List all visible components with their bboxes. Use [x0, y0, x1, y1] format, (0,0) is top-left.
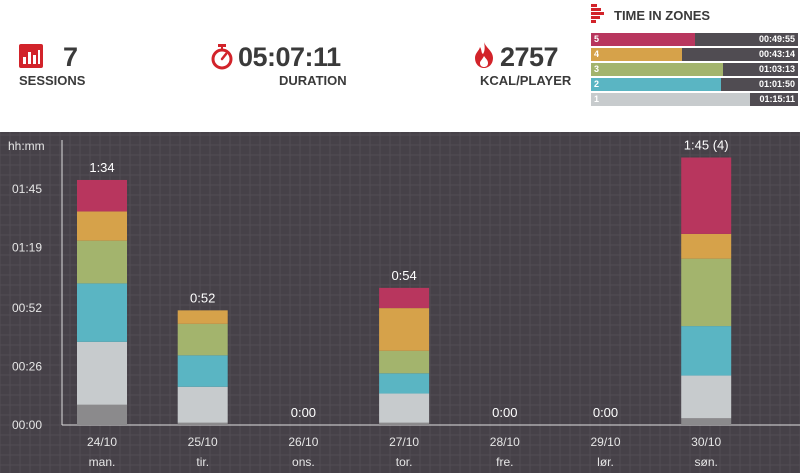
- zone-number: 4: [594, 49, 600, 59]
- x-tick-date: 24/10: [87, 435, 117, 449]
- bar-segment-zone-0: [681, 418, 732, 425]
- x-tick-day: tir.: [196, 455, 209, 469]
- bar-segment-zone-5: [681, 157, 732, 234]
- x-tick-day: man.: [89, 455, 116, 469]
- bar-segment-zone-2: [379, 373, 430, 394]
- bar-total-label: 0:00: [593, 405, 618, 420]
- bar-segment-zone-1: [77, 341, 127, 405]
- x-tick-day: søn.: [695, 455, 718, 469]
- x-tick-day: fre.: [496, 455, 513, 469]
- bar-segment-zone-3: [177, 323, 228, 356]
- x-tick-date: 28/10: [490, 435, 520, 449]
- x-tick-date: 27/10: [389, 435, 419, 449]
- zone-time: 01:15:11: [759, 94, 795, 104]
- bar-segment-zone-2: [77, 283, 127, 342]
- zone-row-3: 3 01:03:13: [591, 63, 798, 76]
- bar-segment-zone-4: [77, 211, 127, 241]
- zone-bar-3: [591, 63, 723, 76]
- zone-number: 2: [594, 79, 600, 89]
- x-tick-day: ons.: [292, 455, 315, 469]
- bar-segment-zone-0: [177, 422, 228, 425]
- bar-total-label: 1:34: [89, 160, 114, 175]
- bar-segment-zone-4: [681, 233, 732, 259]
- zones-title: TIME IN ZONES: [614, 8, 711, 23]
- sessions-value: 7: [63, 42, 78, 72]
- bar-segment-zone-4: [177, 310, 228, 324]
- x-tick-date: 25/10: [188, 435, 218, 449]
- bar-total-label: 1:45 (4): [684, 137, 729, 152]
- chart-panel: hh:mm 00:00 00:26 00:52 01:19 01:45 1:34 24/10 m…: [0, 132, 800, 473]
- duration-label: DURATION: [279, 73, 347, 88]
- zone-row-2: 2 01:01:50: [591, 78, 798, 91]
- zone-time: 01:03:13: [758, 64, 795, 74]
- bar-total-label: 0:00: [291, 405, 316, 420]
- zone-bar-2: [591, 78, 721, 91]
- zone-bar-1: [591, 93, 750, 106]
- bar-total-label: 0:00: [492, 405, 517, 420]
- summary-header: 7 SESSIONS 05:07:11 DURATION 2757 KCAL/P…: [0, 0, 800, 132]
- bar-segment-zone-1: [177, 386, 228, 423]
- kcal-value: 2757: [500, 42, 559, 72]
- bar-segment-zone-2: [681, 326, 732, 376]
- zone-bar-5: [591, 33, 695, 46]
- bar-total-label: 0:54: [391, 268, 416, 283]
- x-tick-date: 29/10: [590, 435, 620, 449]
- zones-icon: [591, 4, 604, 23]
- kcal-label: KCAL/PLAYER: [480, 73, 572, 88]
- bar-segment-zone-1: [379, 393, 430, 423]
- bar-segment-zone-2: [177, 355, 228, 387]
- zone-number: 1: [594, 94, 600, 104]
- bar-total-label: 0:52: [190, 290, 215, 305]
- zone-bar-4: [591, 48, 682, 61]
- zone-row-1: 1 01:15:11: [591, 93, 798, 106]
- zone-row-5: 5 00:49:55: [591, 33, 798, 46]
- zone-time: 01:01:50: [758, 79, 795, 89]
- bar-segment-zone-0: [77, 404, 127, 425]
- zone-row-4: 4 00:43:14: [591, 48, 798, 61]
- bar-segment-zone-0: [379, 422, 430, 425]
- zone-number: 3: [594, 64, 600, 74]
- x-tick-day: tor.: [396, 455, 413, 469]
- bar-segment-zone-3: [681, 258, 732, 327]
- duration-value: 05:07:11: [238, 42, 341, 72]
- bar-segment-zone-3: [379, 350, 430, 374]
- bar-chart-icon: [19, 44, 43, 68]
- sessions-label: SESSIONS: [19, 73, 86, 88]
- y-tick-label: 00:00: [12, 418, 42, 432]
- zone-chart: hh:mm 00:00 00:26 00:52 01:19 01:45 1:34 24/10 m…: [0, 132, 800, 473]
- x-tick-day: lør.: [597, 455, 614, 469]
- x-tick-date: 30/10: [691, 435, 721, 449]
- bar-segment-zone-4: [379, 308, 430, 351]
- x-tick-date: 26/10: [288, 435, 318, 449]
- zone-time: 00:49:55: [758, 34, 795, 44]
- y-tick-label: 00:26: [12, 360, 42, 374]
- stopwatch-icon: [211, 44, 233, 70]
- y-tick-label: 01:45: [12, 182, 42, 196]
- flame-icon: [475, 42, 493, 68]
- bar-segment-zone-1: [681, 375, 732, 419]
- bar-segment-zone-5: [379, 287, 430, 309]
- y-tick-label: 00:52: [12, 301, 42, 315]
- y-axis-label: hh:mm: [8, 139, 45, 153]
- zone-time: 00:43:14: [758, 49, 795, 59]
- bar-segment-zone-5: [77, 179, 127, 212]
- y-tick-label: 01:19: [12, 240, 42, 254]
- bar-segment-zone-3: [77, 240, 127, 284]
- zone-number: 5: [594, 34, 600, 44]
